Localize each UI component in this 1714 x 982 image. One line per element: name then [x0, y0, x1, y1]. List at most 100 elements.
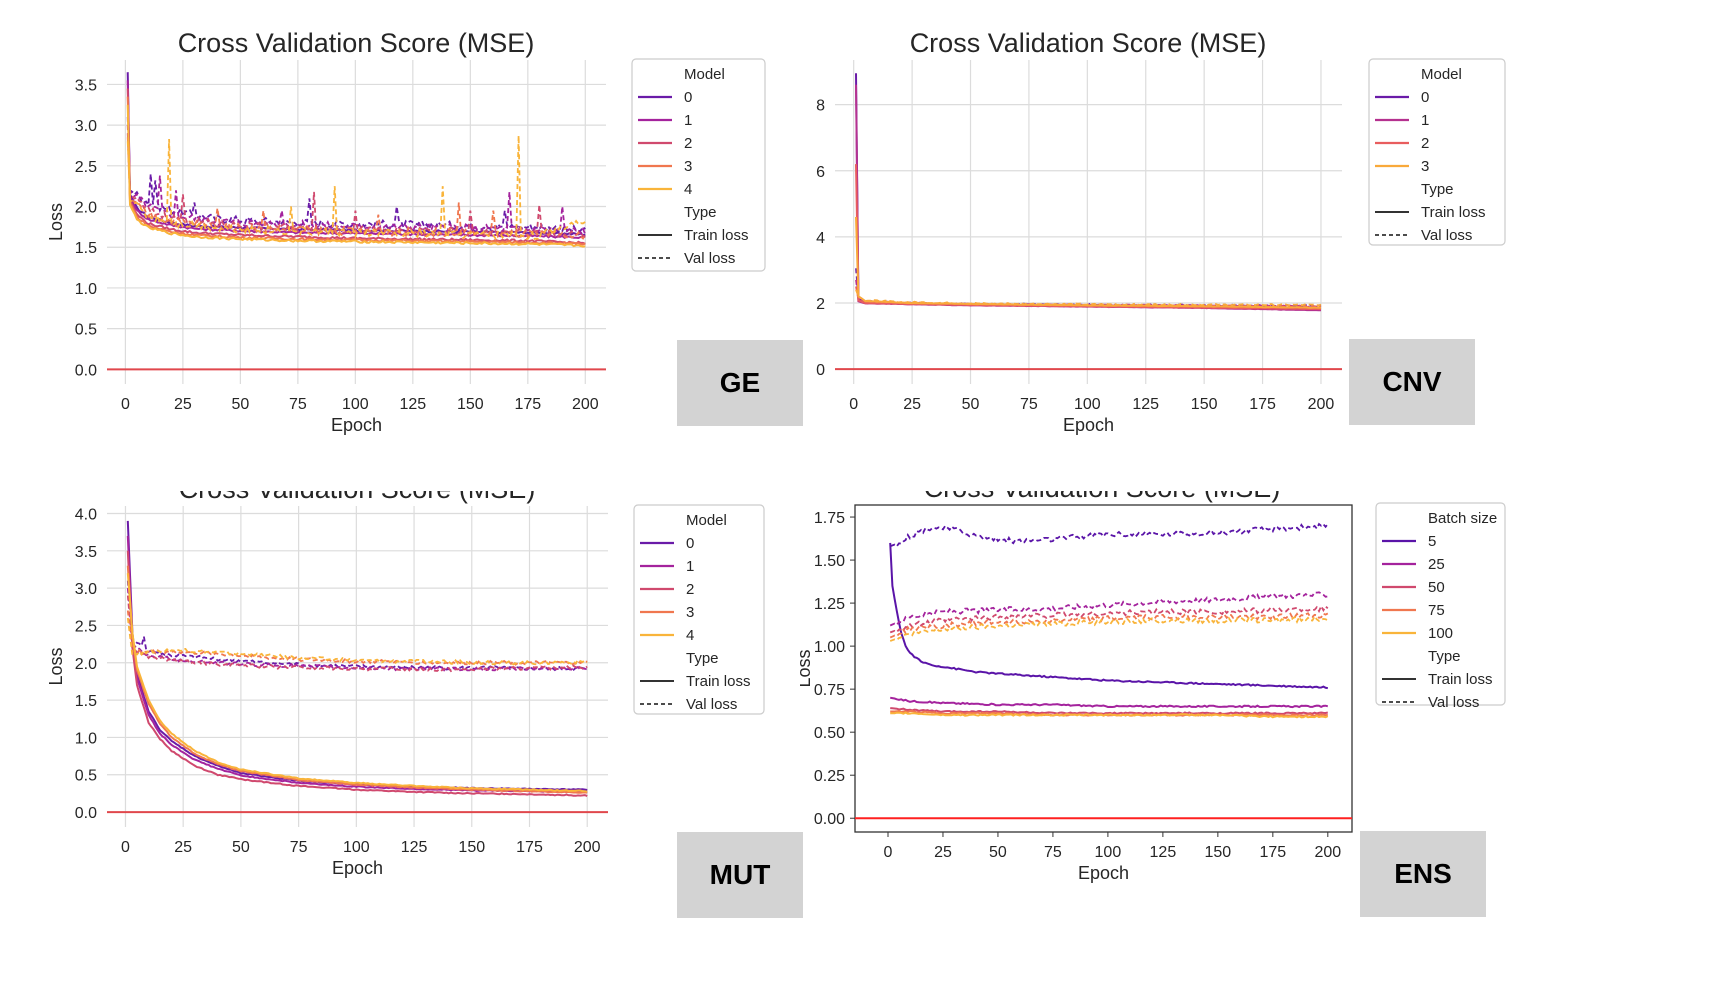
x-tick-label: 100 [1095, 844, 1122, 861]
legend-style-train: Train loss [1421, 204, 1485, 221]
x-tick-label: 100 [342, 396, 369, 413]
x-axis-label: Epoch [1078, 863, 1129, 883]
legend-hue-title: Model [684, 66, 725, 83]
panel-label-mut: MUT [677, 832, 803, 918]
y-tick-label: 0.5 [75, 768, 97, 785]
x-tick-label: 200 [574, 839, 601, 856]
chart-mut: 0 25 50 75 100 125 150 175 200 0.0 0.5 1.0 1.5 2.0 2.5… [46, 491, 765, 878]
y-tick-label: 1.50 [814, 553, 845, 570]
legend-style-title: Type [1428, 648, 1461, 665]
series-3-val-line [126, 610, 588, 666]
x-tick-label: 0 [884, 844, 893, 861]
series-2-train-line [126, 550, 588, 798]
y-tick-label: 3.5 [75, 77, 97, 94]
panel-label-ens: ENS [1360, 831, 1486, 917]
plot-area [835, 60, 1342, 384]
x-tick-label: 175 [516, 839, 543, 856]
x-tick-label: 100 [343, 839, 370, 856]
series-3-train-line [126, 565, 588, 794]
legend-box [1375, 502, 1506, 706]
x-tick-label: 50 [962, 396, 980, 413]
legend-entry-3: 3 [684, 158, 692, 175]
legend-box [631, 58, 766, 272]
legend-style-title: Type [1421, 181, 1454, 198]
legend-entry-1: 1 [1421, 112, 1429, 129]
legend-entry-50: 50 [1428, 579, 1445, 596]
x-tick-label: 175 [514, 396, 541, 413]
chart-title: Cross Validation Score (MSE) [179, 491, 536, 504]
y-tick-label: 2.0 [75, 200, 97, 217]
x-tick-label: 100 [1074, 396, 1101, 413]
legend-hue-title: Model [686, 512, 727, 529]
x-tick-label: 175 [1249, 396, 1276, 413]
x-tick-label: 0 [121, 839, 130, 856]
legend-entry-4: 4 [684, 181, 692, 198]
x-tick-label: 75 [290, 839, 308, 856]
x-tick-label: 25 [903, 396, 921, 413]
y-tick-label: 4 [816, 230, 825, 247]
y-tick-label: 2.5 [75, 618, 97, 635]
legend-entry-3: 3 [1421, 158, 1429, 175]
chart-title: Cross Validation Score (MSE) [178, 28, 535, 58]
chart-title: Cross Validation Score (MSE) [924, 491, 1281, 503]
series-100-val-line [889, 614, 1329, 642]
legend-entry-2: 2 [686, 581, 694, 598]
chart-title: Cross Validation Score (MSE) [910, 28, 1267, 58]
series-25-val-line [889, 591, 1328, 627]
legend-entry-0: 0 [684, 89, 692, 106]
legend-style-train: Train loss [686, 673, 750, 690]
y-tick-label: 1.75 [814, 510, 845, 527]
y-tick-label: 1.5 [75, 240, 97, 257]
series-2-val-line [126, 595, 588, 673]
series-75-val-line [889, 612, 1329, 639]
series-4-val-line [126, 617, 588, 666]
legend-entry-0: 0 [1421, 89, 1429, 106]
panel-label-cnv: CNV [1349, 339, 1475, 425]
legend-style-val: Val loss [1428, 694, 1479, 711]
y-tick-label: 1.00 [814, 639, 845, 656]
y-tick-label: 8 [816, 98, 825, 115]
chart-panel-mut: 0 25 50 75 100 125 150 175 200 0.0 0.5 1.0 1.5 2.0 2.5… [0, 491, 857, 982]
y-tick-label: 3.0 [75, 118, 97, 135]
y-tick-label: 0.0 [75, 362, 97, 379]
x-tick-label: 125 [1150, 844, 1177, 861]
y-tick-label: 3.0 [75, 581, 97, 598]
y-tick-label: 2 [816, 296, 825, 313]
y-tick-label: 0.0 [75, 805, 97, 822]
x-tick-label: 75 [289, 396, 307, 413]
x-tick-label: 150 [1191, 396, 1218, 413]
legend-entry-3: 3 [686, 604, 694, 621]
y-axis-label: Loss [46, 647, 66, 685]
chart-ens: 0 25 50 75 100 125 150 175 200 0.00 0.25 0.50 0.75 1.… [800, 491, 1506, 883]
legend-style-val: Val loss [684, 250, 735, 267]
series-100-train-line [890, 711, 1329, 719]
y-tick-label: 2.0 [75, 656, 97, 673]
series-5-train-line [889, 542, 1328, 690]
y-tick-label: 1.0 [75, 281, 97, 298]
series-4-train-line [126, 573, 588, 793]
chart-panel-cnv: 025507510012515017520002468EpochLossCros… [800, 0, 1714, 491]
x-tick-label: 150 [458, 839, 485, 856]
x-tick-label: 75 [1044, 844, 1062, 861]
legend-entry-100: 100 [1428, 625, 1453, 642]
plot-area [854, 504, 1353, 833]
y-tick-label: 0.25 [814, 768, 845, 785]
x-tick-label: 200 [1314, 844, 1341, 861]
panel-label-ge: GE [677, 340, 803, 426]
legend-entry-0: 0 [686, 535, 694, 552]
legend-entry-1: 1 [686, 558, 694, 575]
series-3-val-line [126, 137, 587, 240]
x-tick-label: 25 [174, 396, 192, 413]
x-tick-label: 200 [1308, 396, 1335, 413]
x-tick-label: 50 [231, 396, 249, 413]
series-3-train-line [855, 216, 1322, 309]
series-50-train-line [890, 707, 1329, 716]
legend-hue-title: Model [1421, 66, 1462, 83]
series-25-train-line [890, 696, 1329, 709]
chart-panel-ens: 0 25 50 75 100 125 150 175 200 0.00 0.25 0.50 0.75 1.… [800, 491, 1714, 982]
y-axis-label: Loss [800, 649, 814, 687]
legend-style-title: Type [684, 204, 717, 221]
legend-entry-4: 4 [686, 627, 694, 644]
chart-panel-ge: 0 25 50 75 100 125 150 175 200 0.0 0.5 1.0 1.5 2.0 2.5… [0, 0, 857, 491]
chart-cnv: 025507510012515017520002468EpochLossCros… [816, 28, 1506, 435]
